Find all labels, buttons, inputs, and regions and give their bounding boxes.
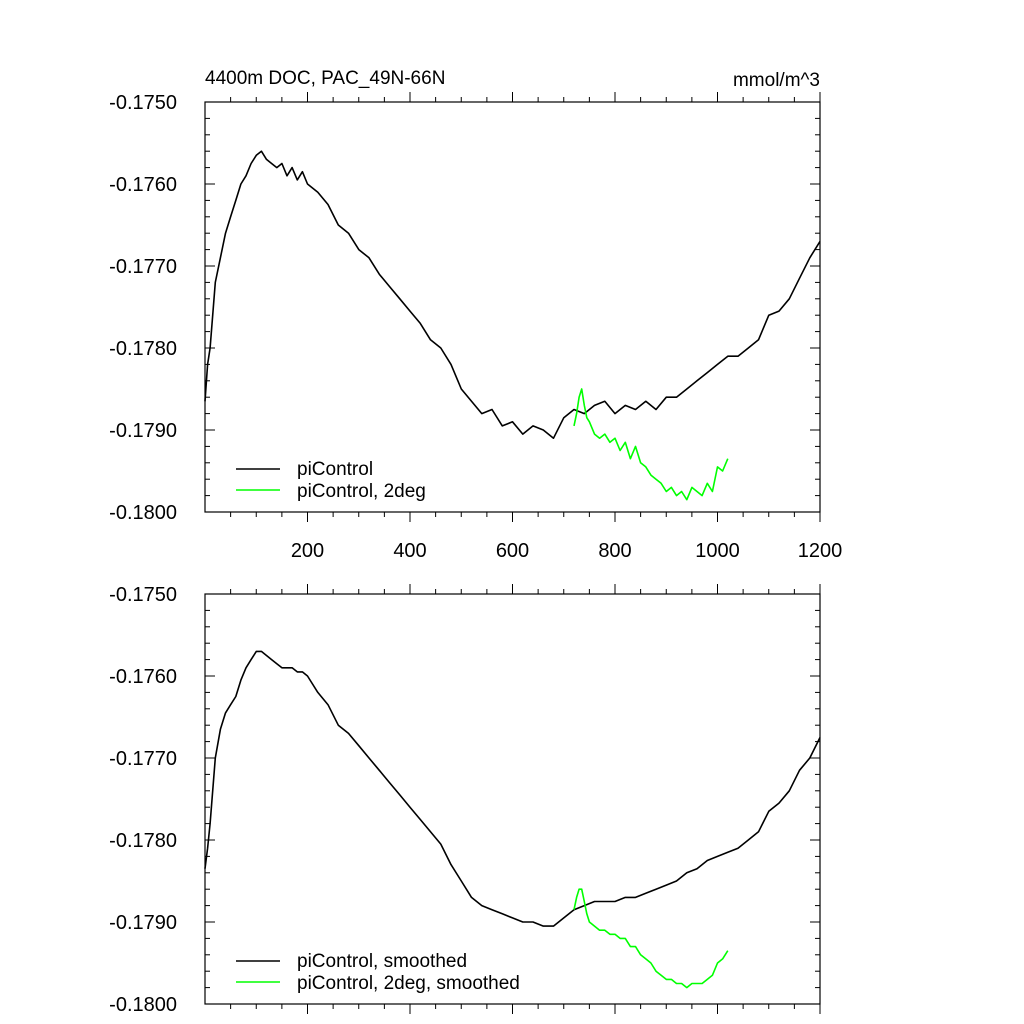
series-line-picontrol-2deg (573, 388, 729, 501)
y-tick-label: -0.1750 (109, 584, 177, 606)
y-tick-label: -0.1790 (109, 912, 177, 934)
legend-label-picontrol-2deg: piControl, 2deg (297, 481, 426, 502)
legend-label-picontrol-smoothed: piControl, smoothed (297, 951, 467, 972)
top-plot-frame (204, 101, 821, 513)
top-axis-ticks: -0.1750 -0.1760 -0.1770 -0.1780 -0.1790 -0.18… (109, 92, 842, 562)
x-tick-label: 1000 (695, 540, 740, 562)
x-tick-label: 400 (393, 540, 426, 562)
series-line-picontrol-2deg-smoothed (573, 888, 729, 989)
series-line-picontrol (204, 150, 821, 439)
bottom-axis-ticks: -0.1750 -0.1760 -0.1770 -0.1780 -0.1790 -0.18… (109, 584, 821, 1016)
x-tick-label: 1200 (798, 540, 843, 562)
top-series-layer (204, 150, 821, 501)
y-tick-label: -0.1800 (109, 994, 177, 1016)
y-tick-label: -0.1770 (109, 256, 177, 278)
series-line-picontrol-smoothed (204, 650, 821, 927)
x-tick-label: 600 (496, 540, 529, 562)
y-tick-label: -0.1780 (109, 830, 177, 852)
y-tick-label: -0.1760 (109, 174, 177, 196)
y-tick-label: -0.1790 (109, 420, 177, 442)
y-tick-label: -0.1780 (109, 338, 177, 360)
bottom-chart-panel: -0.1750 -0.1760 -0.1770 -0.1780 -0.1790 -0.18… (109, 584, 821, 1016)
top-legend: piControl piControl, 2deg (236, 459, 426, 502)
top-chart-title: 4400m DOC, PAC_49N-66N (205, 68, 445, 89)
y-tick-label: -0.1760 (109, 666, 177, 688)
bottom-plot-frame (204, 593, 821, 1005)
top-chart-panel: 4400m DOC, PAC_49N-66N mmol/m^3 -0.1750-… (109, 68, 842, 562)
bottom-legend: piControl, smoothed piControl, 2deg, smo… (236, 951, 520, 994)
legend-label-picontrol-2deg-smoothed: piControl, 2deg, smoothed (297, 973, 520, 994)
y-tick-label: -0.1800 (109, 502, 177, 524)
y-tick-label: -0.1750 (109, 92, 177, 114)
top-chart-units: mmol/m^3 (733, 70, 820, 91)
bottom-series-layer (204, 650, 821, 989)
y-tick-label: -0.1770 (109, 748, 177, 770)
x-tick-label: 200 (291, 540, 324, 562)
x-tick-label: 800 (598, 540, 631, 562)
legend-label-picontrol: piControl (297, 459, 373, 480)
